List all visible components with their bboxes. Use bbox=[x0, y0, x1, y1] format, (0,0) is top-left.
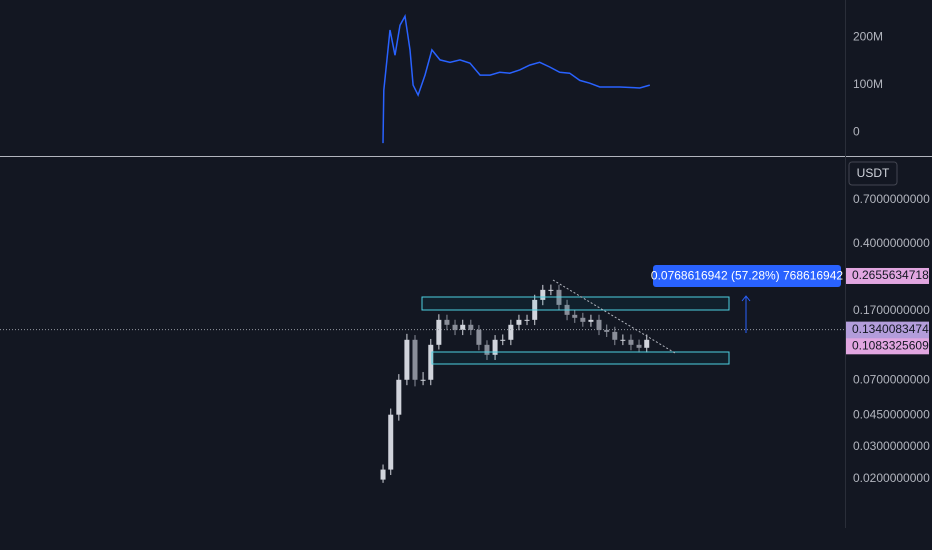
candle-body bbox=[452, 324, 458, 330]
candle-body bbox=[620, 339, 626, 341]
candle-body bbox=[580, 317, 586, 322]
y-tick-label: 100M bbox=[853, 77, 883, 91]
candle-body bbox=[612, 331, 618, 340]
candle-body bbox=[460, 324, 466, 330]
candle-body bbox=[484, 344, 490, 355]
candle-body bbox=[516, 319, 522, 325]
candle-body bbox=[420, 379, 426, 381]
price-tag bbox=[846, 267, 929, 284]
candle-body bbox=[492, 339, 498, 355]
indicator-line bbox=[382, 13, 651, 144]
y-tick-label: 0.0700000000 bbox=[853, 373, 930, 387]
candle-body bbox=[524, 319, 530, 321]
candle-body bbox=[468, 324, 474, 330]
currency-box[interactable] bbox=[848, 161, 898, 186]
y-tick-label: 0.4000000000 bbox=[853, 236, 930, 250]
measure-label: 0.0768616942 (57.28%) 768616942 bbox=[651, 269, 843, 283]
range-box-upper[interactable] bbox=[421, 296, 730, 311]
candle-body bbox=[628, 339, 634, 345]
candle-body bbox=[412, 339, 418, 380]
candle-body bbox=[636, 344, 642, 348]
y-tick-label: 0.0200000000 bbox=[853, 471, 930, 485]
candle-body bbox=[540, 289, 546, 300]
y-tick-label: 0.7000000000 bbox=[853, 192, 930, 206]
range-box-lower[interactable] bbox=[431, 351, 730, 365]
current-price: 0.1340083474 bbox=[852, 322, 929, 336]
candle-body bbox=[548, 289, 554, 291]
measure-arrow-head bbox=[741, 295, 751, 302]
y-tick-label: 0.0300000000 bbox=[853, 439, 930, 453]
axis-labels: 200M 100M 0 0.7000000000 0.4000000000 0.17000… bbox=[846, 29, 930, 485]
y-tick-label: 200M bbox=[853, 29, 883, 43]
candle-body bbox=[388, 414, 394, 470]
candle-body bbox=[596, 319, 602, 330]
price-tag-label: 0.2655634718 bbox=[852, 268, 929, 282]
candle-body bbox=[644, 339, 650, 348]
candle-body bbox=[428, 344, 434, 380]
candle-body bbox=[396, 379, 402, 415]
candle-body bbox=[508, 324, 514, 340]
y-tick-label: 0.0450000000 bbox=[853, 407, 930, 421]
candle-body bbox=[572, 314, 578, 318]
y-tick-label: 0 bbox=[853, 124, 860, 138]
candle-body bbox=[604, 329, 610, 332]
candle-body bbox=[404, 339, 410, 380]
price-tag bbox=[846, 338, 929, 355]
candle-body bbox=[500, 339, 506, 341]
candle-body bbox=[444, 319, 450, 325]
candle-body bbox=[436, 319, 442, 345]
currency: USDT bbox=[857, 166, 890, 180]
measure-tooltip bbox=[653, 265, 841, 287]
candle-body bbox=[588, 319, 594, 322]
candle-body bbox=[380, 469, 386, 480]
price-tag-label: 0.1083325609 bbox=[852, 338, 929, 352]
candle-body bbox=[476, 329, 482, 345]
y-tick-label: 0.1700000000 bbox=[853, 303, 930, 317]
